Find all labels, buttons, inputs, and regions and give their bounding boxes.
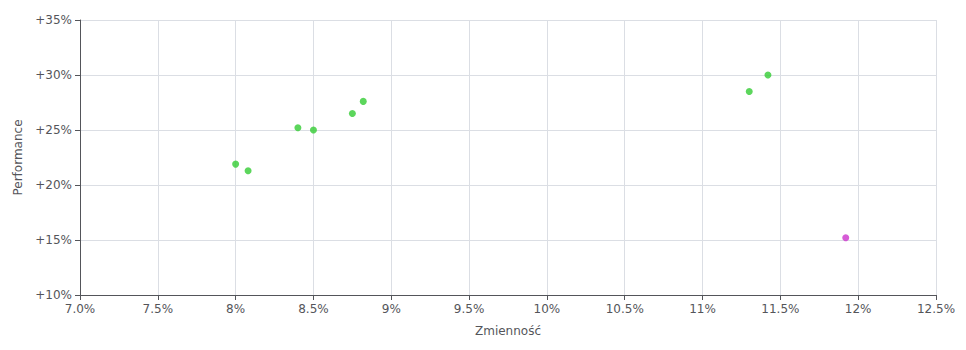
svg-text:9%: 9% xyxy=(382,302,401,316)
svg-text:11.5%: 11.5% xyxy=(761,302,799,316)
svg-text:Performance: Performance xyxy=(11,119,25,195)
svg-text:9.5%: 9.5% xyxy=(454,302,485,316)
svg-text:12.5%: 12.5% xyxy=(917,302,955,316)
svg-text:+20%: +20% xyxy=(35,178,72,192)
svg-text:11%: 11% xyxy=(689,302,716,316)
svg-text:+25%: +25% xyxy=(35,123,72,137)
svg-text:+30%: +30% xyxy=(35,68,72,82)
svg-text:8%: 8% xyxy=(226,302,245,316)
svg-text:Zmienność: Zmienność xyxy=(475,324,541,338)
svg-text:7.0%: 7.0% xyxy=(65,302,96,316)
svg-text:+10%: +10% xyxy=(35,288,72,302)
svg-text:10%: 10% xyxy=(534,302,561,316)
svg-text:+15%: +15% xyxy=(35,233,72,247)
svg-text:10.5%: 10.5% xyxy=(606,302,644,316)
svg-text:8.5%: 8.5% xyxy=(298,302,329,316)
svg-text:+35%: +35% xyxy=(35,13,72,27)
svg-text:7.5%: 7.5% xyxy=(143,302,174,316)
svg-text:12%: 12% xyxy=(845,302,872,316)
